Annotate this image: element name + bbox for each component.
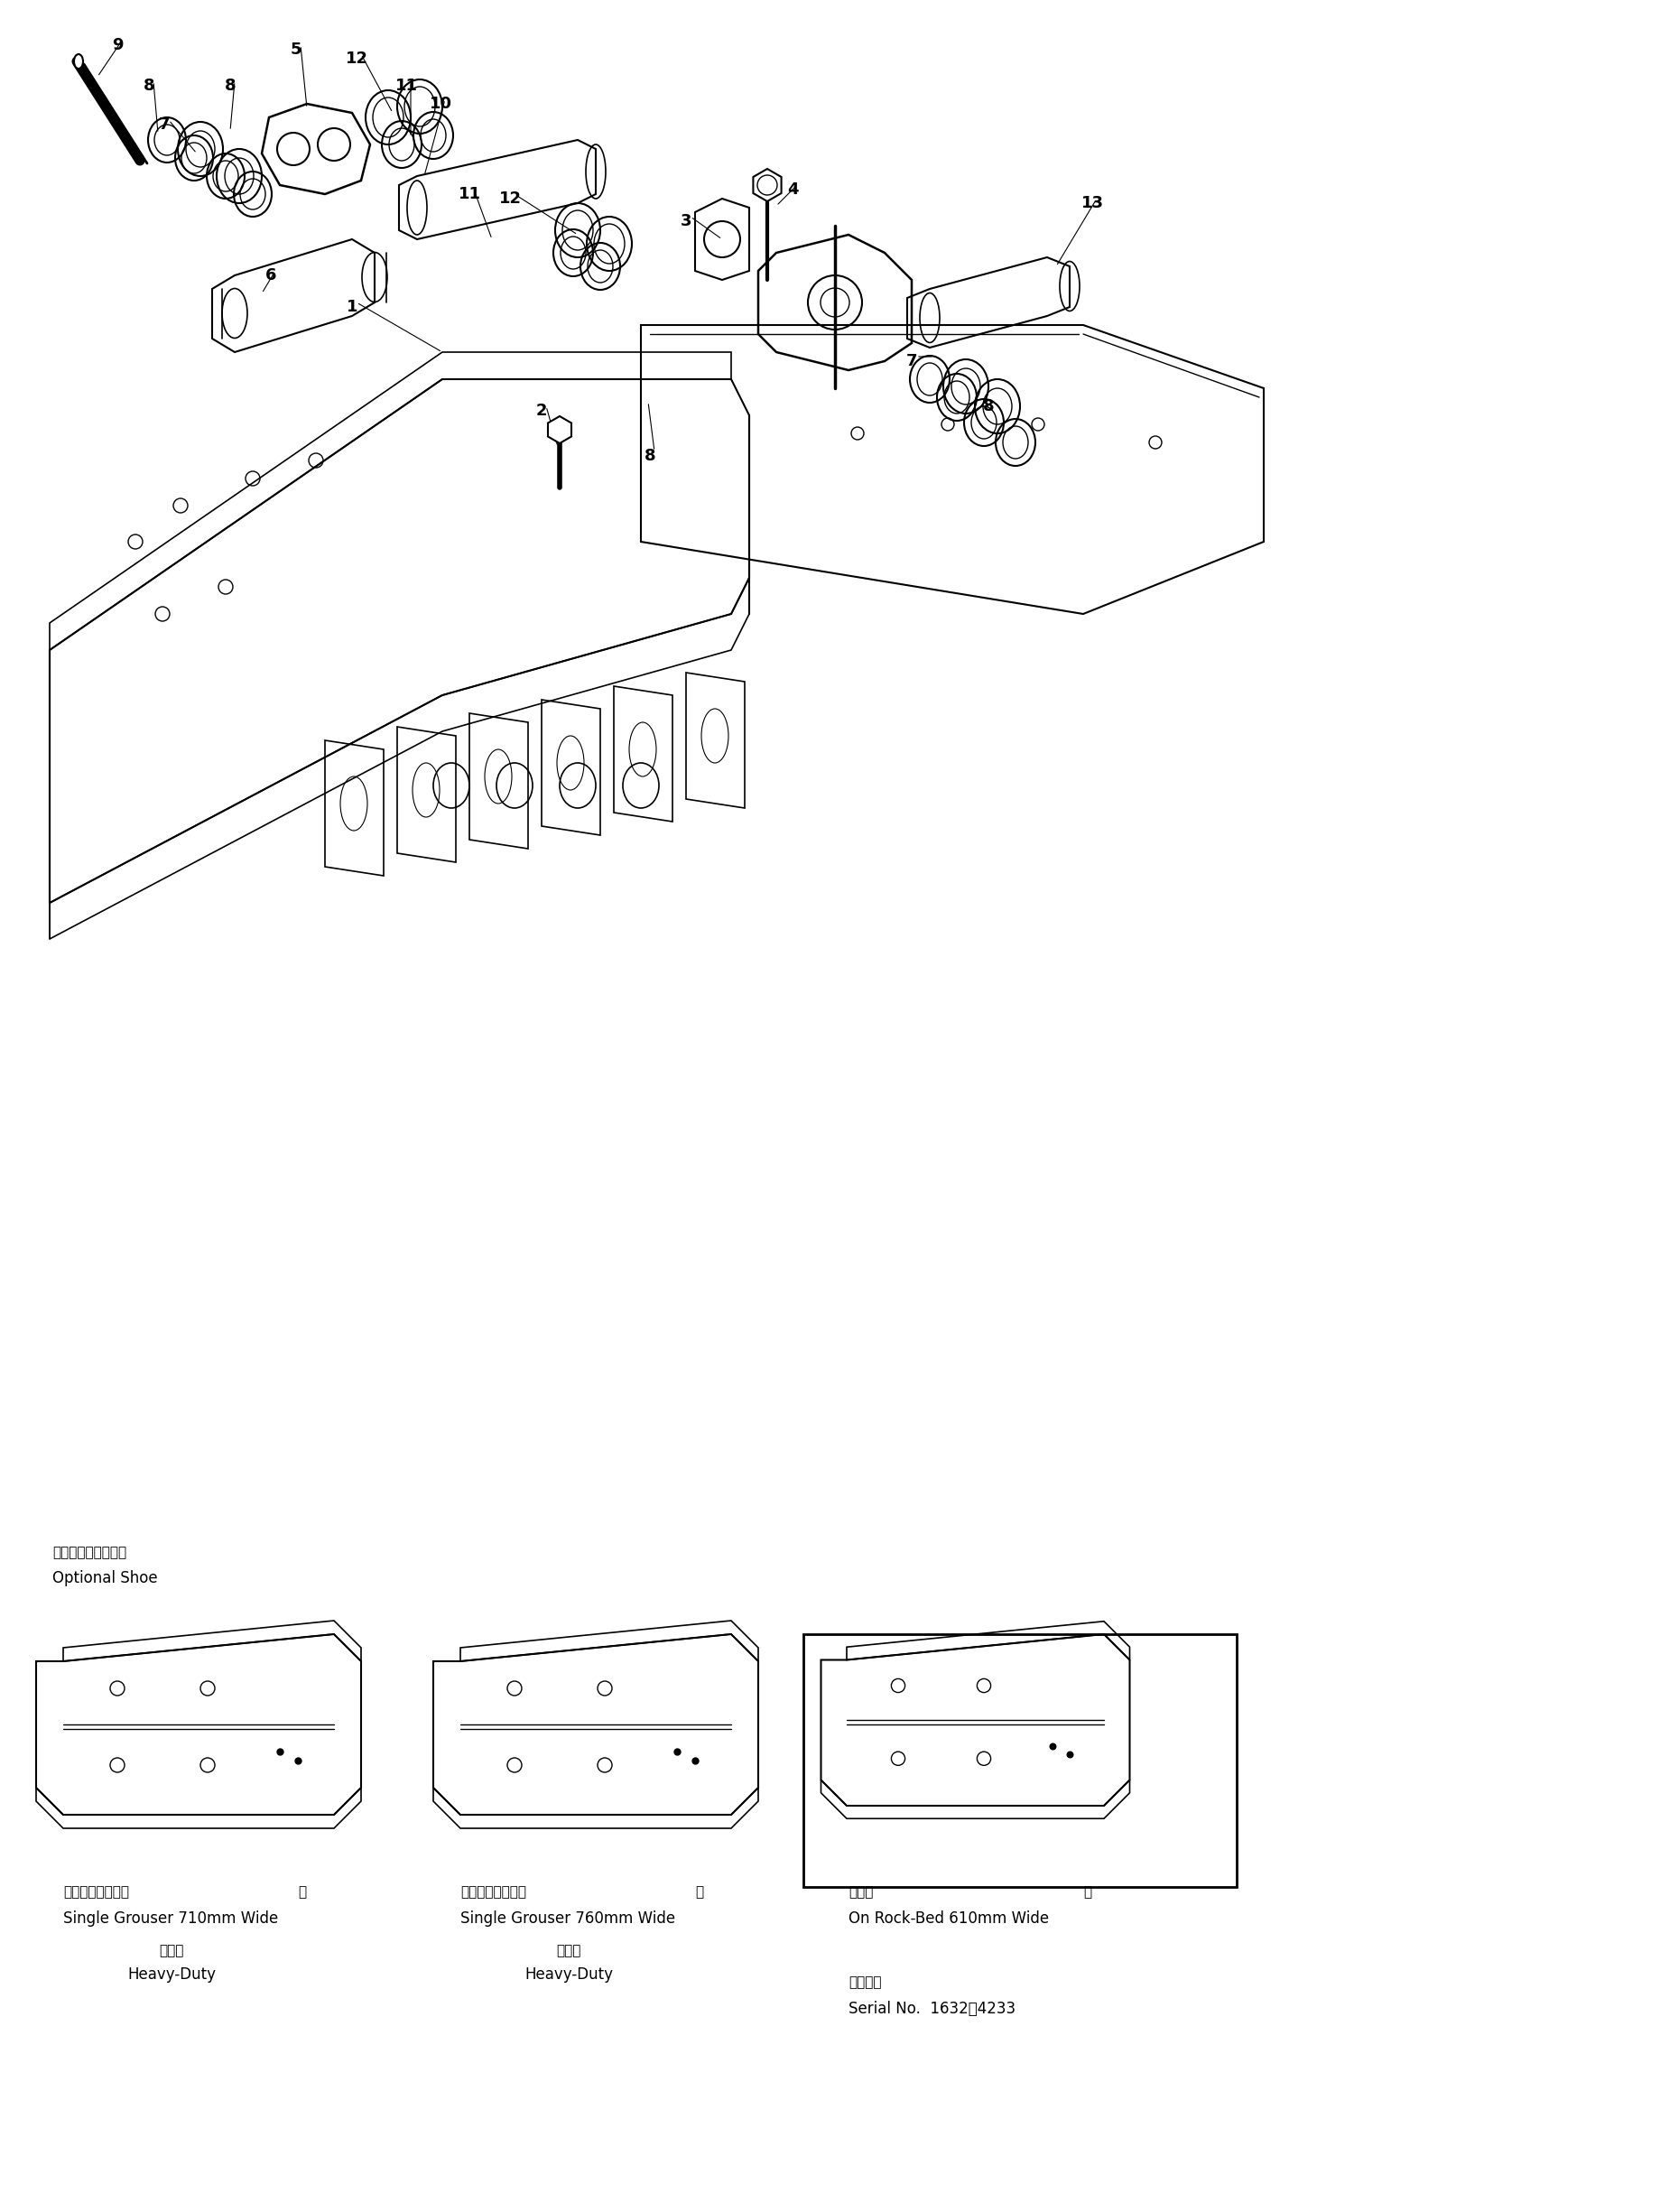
Text: 岩盤用: 岩盤用 xyxy=(848,1885,873,1898)
Text: 適用号機: 適用号機 xyxy=(848,1975,881,1989)
Text: 6: 6 xyxy=(266,268,277,283)
Ellipse shape xyxy=(75,53,83,69)
Text: 幅: 幅 xyxy=(696,1885,704,1898)
Text: 幅: 幅 xyxy=(1084,1885,1091,1898)
Text: 9: 9 xyxy=(111,38,123,53)
Text: オプショナルシュー: オプショナルシュー xyxy=(53,1546,126,1559)
Text: 12: 12 xyxy=(345,51,369,66)
Text: 3: 3 xyxy=(681,212,692,230)
Text: 11: 11 xyxy=(395,77,417,93)
Text: 12: 12 xyxy=(498,190,521,206)
Polygon shape xyxy=(548,416,571,442)
Text: Single Grouser 760mm Wide: Single Grouser 760mm Wide xyxy=(460,1911,676,1927)
Text: 2: 2 xyxy=(536,403,548,418)
Text: 7: 7 xyxy=(159,117,169,133)
Text: 13: 13 xyxy=(1081,195,1104,212)
Text: Single Grouser 710mm Wide: Single Grouser 710mm Wide xyxy=(63,1911,279,1927)
Text: 幅: 幅 xyxy=(297,1885,305,1898)
Text: 7: 7 xyxy=(906,354,918,369)
Text: 10: 10 xyxy=(430,95,452,113)
Text: シングルグローサ: シングルグローサ xyxy=(460,1885,526,1898)
Text: Optional Shoe: Optional Shoe xyxy=(53,1571,158,1586)
Text: 強化形: 強化形 xyxy=(556,1944,581,1958)
Text: 11: 11 xyxy=(458,186,481,201)
Text: Heavy-Duty: Heavy-Duty xyxy=(128,1966,216,1982)
Text: 5: 5 xyxy=(290,42,302,58)
Text: Heavy-Duty: Heavy-Duty xyxy=(525,1966,613,1982)
Text: 8: 8 xyxy=(644,447,656,465)
Text: On Rock-Bed 610mm Wide: On Rock-Bed 610mm Wide xyxy=(848,1911,1049,1927)
Text: 強化形: 強化形 xyxy=(159,1944,184,1958)
Text: 8: 8 xyxy=(224,77,236,93)
Text: Serial No.  1632～4233: Serial No. 1632～4233 xyxy=(848,2000,1016,2017)
Text: 1: 1 xyxy=(347,299,357,314)
Bar xyxy=(803,1635,1237,1887)
Text: 4: 4 xyxy=(787,181,798,197)
Text: 8: 8 xyxy=(143,77,154,93)
Text: シングルグローサ: シングルグローサ xyxy=(63,1885,129,1898)
Text: 8: 8 xyxy=(983,398,994,414)
